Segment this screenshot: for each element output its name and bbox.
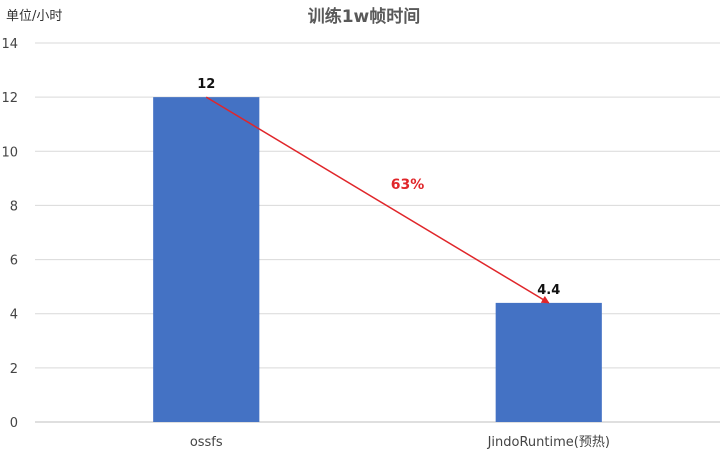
y-tick-label: 12 <box>1 91 18 106</box>
data-label: 12 <box>197 77 215 92</box>
bars <box>153 97 602 423</box>
data-labels: 124.4 <box>197 77 560 298</box>
x-tick-label: JindoRuntime(预热) <box>487 435 610 450</box>
annotation-label: 63% <box>391 177 425 193</box>
x-axis-ticks: ossfs JindoRuntime(预热) <box>190 435 610 450</box>
y-tick-label: 10 <box>1 145 18 160</box>
data-label: 4.4 <box>537 283 560 298</box>
y-tick-label: 6 <box>10 254 18 269</box>
y-axis-ticks: 0 2 4 6 8 10 12 14 <box>1 37 18 431</box>
y-tick-label: 2 <box>10 362 18 377</box>
chart-title: 训练1w帧时间 <box>308 6 421 27</box>
annotation: 63% <box>205 96 550 304</box>
y-tick-label: 8 <box>10 199 18 214</box>
annotation-arrow <box>205 96 550 304</box>
y-tick-label: 14 <box>1 37 18 52</box>
bar <box>153 97 260 423</box>
y-tick-label: 4 <box>10 308 18 323</box>
gridlines <box>35 42 720 423</box>
bar <box>495 302 602 422</box>
x-tick-label: ossfs <box>190 435 223 450</box>
y-tick-label: 0 <box>10 416 18 431</box>
y-axis-unit-label: 单位/小时 <box>6 9 62 24</box>
